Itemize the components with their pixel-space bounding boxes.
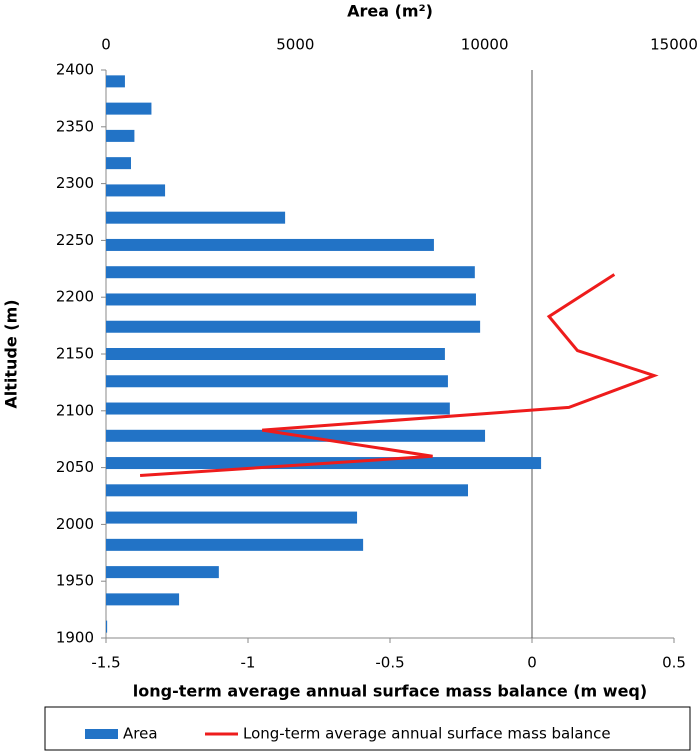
y-tick-label: 2200: [56, 288, 94, 306]
y-tick-label: 2000: [56, 515, 94, 533]
legend-label: Area: [123, 725, 158, 743]
bar: [106, 402, 450, 415]
bar: [106, 102, 152, 115]
bar: [106, 184, 166, 197]
bar: [106, 211, 286, 224]
legend-label: Long-term average annual surface mass ba…: [243, 725, 611, 743]
bar: [106, 75, 125, 88]
y-tick-label: 2250: [56, 231, 94, 249]
bar: [106, 320, 481, 333]
bar: [106, 593, 180, 606]
x2-tick-label: 10000: [461, 36, 509, 54]
x-tick-label: -0.5: [375, 654, 404, 672]
bar: [106, 620, 108, 633]
x-tick-label: 0.5: [662, 654, 686, 672]
bar: [106, 538, 364, 551]
y-tick-label: 1900: [56, 629, 94, 647]
x-tick-label: 0: [527, 654, 537, 672]
bar: [106, 238, 434, 251]
bar: [106, 375, 448, 388]
bar: [106, 484, 469, 497]
bar: [106, 566, 219, 579]
y-tick-label: 2300: [56, 174, 94, 192]
x2-tick-label: 0: [101, 36, 111, 54]
y-tick-label: 2050: [56, 458, 94, 476]
bar: [106, 511, 358, 524]
y-tick-label: 2400: [56, 61, 94, 79]
legend-swatch: [85, 729, 118, 739]
bottom-axis-title: long-term average annual surface mass ba…: [133, 682, 647, 701]
bar: [106, 266, 475, 279]
x2-tick-label: 5000: [276, 36, 314, 54]
bar: [106, 348, 445, 360]
bar: [106, 157, 131, 170]
y-tick-label: 2350: [56, 117, 94, 135]
x2-tick-label: 15000: [650, 36, 698, 54]
y-axis-title: Altitude (m): [2, 299, 21, 408]
line: [139, 273, 659, 478]
y-tick-label: 2100: [56, 401, 94, 419]
x-tick-label: -1.5: [91, 654, 120, 672]
y-tick-label: 2150: [56, 345, 94, 363]
x-tick-label: -1: [241, 654, 256, 672]
top-axis-title: Area (m²): [347, 2, 433, 21]
bar: [106, 129, 135, 142]
y-tick-label: 1950: [56, 572, 94, 590]
legend-box: [44, 706, 691, 751]
bar: [106, 293, 476, 306]
